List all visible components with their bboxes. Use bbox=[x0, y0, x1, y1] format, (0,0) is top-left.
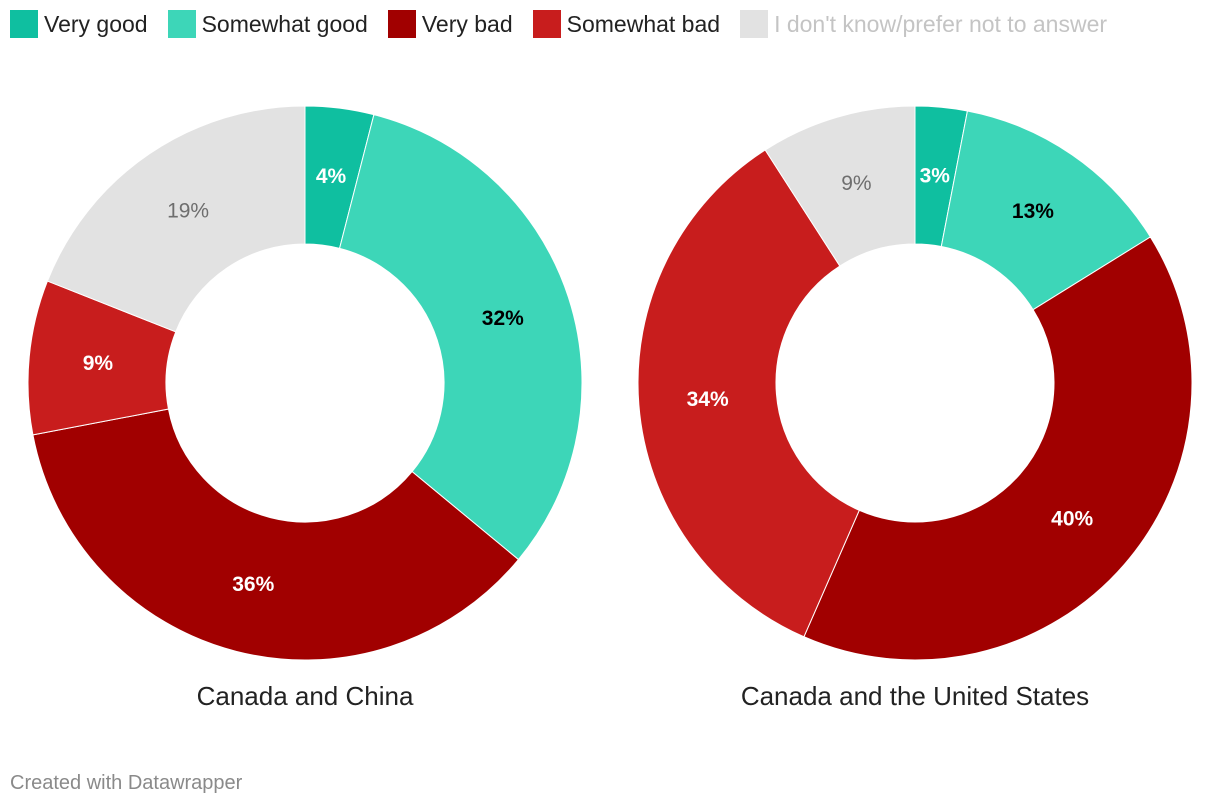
legend-label: Very bad bbox=[421, 10, 513, 37]
donut-slice-i-don-t-know-prefer-not-to-answer bbox=[764, 105, 916, 267]
data-label-i-don-t-know-prefer-not-to-answer: 9% bbox=[841, 172, 871, 195]
data-label-somewhat-good: 13% bbox=[1012, 200, 1054, 223]
data-label-very-bad: 36% bbox=[232, 573, 274, 596]
legend-swatch-dont-know bbox=[740, 10, 769, 38]
donut-slice-very-bad bbox=[32, 408, 520, 661]
legend-item-very-bad: Very bad bbox=[387, 10, 513, 38]
donut-chart-1: 4% 32% 36% 9% 19% Canada and China bbox=[27, 105, 583, 711]
chart-title: Canada and China bbox=[197, 681, 414, 711]
legend-item-somewhat-bad: Somewhat bad bbox=[532, 10, 721, 38]
legend-label: Somewhat good bbox=[201, 10, 368, 37]
legend-swatch-very-bad bbox=[387, 10, 416, 38]
legend-item-somewhat-good: Somewhat good bbox=[167, 10, 368, 38]
data-label-i-don-t-know-prefer-not-to-answer: 19% bbox=[167, 199, 209, 222]
donut-slice-somewhat-bad bbox=[637, 149, 860, 638]
donut-slice-i-don-t-know-prefer-not-to-answer bbox=[46, 105, 306, 333]
data-label-very-good: 3% bbox=[920, 164, 951, 187]
legend-item-dont-know: I don't know/prefer not to answer bbox=[740, 10, 1107, 38]
legend-label: I don't know/prefer not to answer bbox=[774, 10, 1108, 37]
legend: Very good Somewhat good Very bad Somewha… bbox=[10, 10, 1127, 38]
legend-label: Somewhat bad bbox=[566, 10, 721, 37]
data-label-very-good: 4% bbox=[316, 165, 347, 188]
legend-swatch-somewhat-bad bbox=[532, 10, 561, 38]
chart-title: Canada and the United States bbox=[741, 681, 1089, 711]
donut-slice-somewhat-good bbox=[338, 114, 583, 561]
donut-chart-2: 3% 13% 40% 34% 9% Canada and the United State… bbox=[637, 105, 1193, 711]
data-label-somewhat-bad: 34% bbox=[687, 388, 729, 411]
footer-credit: Created with Datawrapper bbox=[10, 772, 243, 794]
data-label-somewhat-good: 32% bbox=[482, 307, 524, 330]
legend-swatch-somewhat-good bbox=[167, 10, 196, 38]
donut-slice-very-bad bbox=[803, 236, 1193, 661]
data-label-somewhat-bad: 9% bbox=[83, 352, 114, 375]
data-label-very-bad: 40% bbox=[1051, 508, 1093, 531]
legend-swatch-very-good bbox=[10, 10, 38, 38]
legend-label: Very good bbox=[44, 10, 148, 37]
legend-item-very-good: Very good bbox=[10, 10, 148, 38]
donut-slice-somewhat-good bbox=[940, 110, 1152, 311]
